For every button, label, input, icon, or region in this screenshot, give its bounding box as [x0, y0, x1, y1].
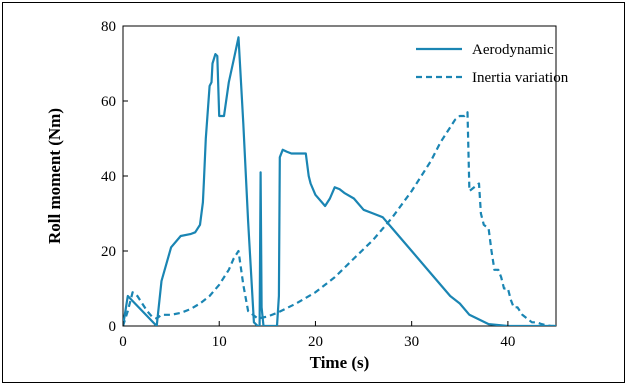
- y-tick-label: 80: [101, 19, 116, 35]
- x-tick-label: 10: [212, 334, 227, 350]
- y-tick-label: 20: [101, 244, 116, 260]
- x-tick-label: 0: [119, 334, 127, 350]
- ticks-layer: 0 10 20 30 40 0 20 40 60 80: [101, 19, 515, 350]
- y-tick-label: 0: [109, 319, 117, 335]
- x-axis-title: Time (s): [310, 353, 370, 372]
- x-tick-label: 30: [404, 334, 419, 350]
- legend-label-aerodynamic: Aerodynamic: [472, 42, 554, 58]
- legend: Aerodynamic Inertia variation: [416, 42, 569, 86]
- y-tick-label: 40: [101, 169, 116, 185]
- series-line-inertia-variation: [123, 111, 556, 326]
- series-layer: [123, 36, 556, 326]
- legend-label-inertia-variation: Inertia variation: [472, 70, 569, 86]
- y-tick-label: 60: [101, 94, 116, 110]
- series-line-aerodynamic: [123, 36, 556, 326]
- x-tick-label: 40: [500, 334, 515, 350]
- y-axis-title: Roll moment (Nm): [45, 108, 64, 244]
- x-tick-label: 20: [308, 334, 323, 350]
